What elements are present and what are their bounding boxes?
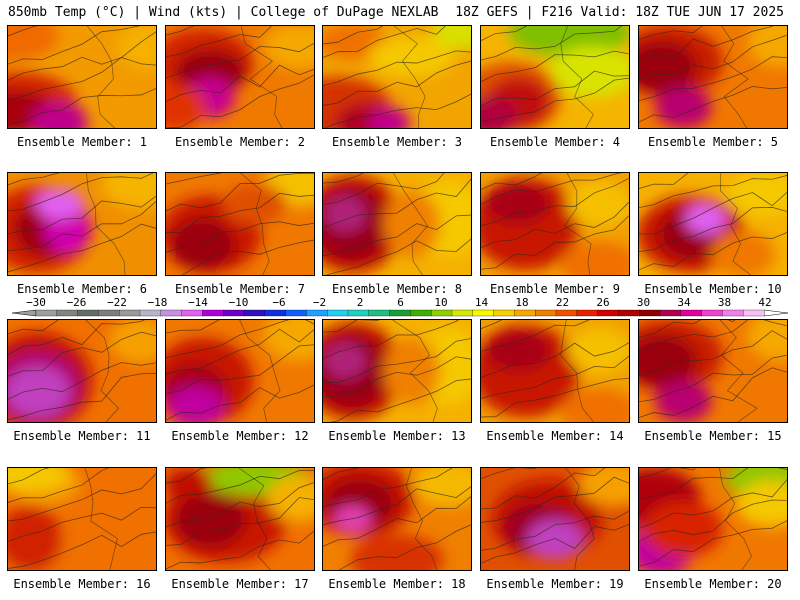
ensemble-member-label: Ensemble Member: 12 [171, 429, 309, 443]
colorbar-swatch [368, 309, 391, 317]
colorbar-tick-label: −14 [188, 296, 208, 309]
colorbar-swatch [139, 309, 162, 317]
colorbar-swatch [743, 309, 765, 317]
ensemble-member-label: Ensemble Member: 10 [644, 282, 782, 296]
colorbar-swatch [243, 309, 266, 317]
colorbar-swatch [618, 309, 640, 317]
colorbar-tick-label: 6 [397, 296, 404, 309]
colorbar-swatch [160, 309, 183, 317]
ensemble-member-map [7, 25, 157, 129]
colorbar-swatch [98, 309, 120, 317]
ensemble-member-label: Ensemble Member: 2 [174, 135, 306, 149]
colorbar-swatch [285, 309, 307, 317]
temperature-colorbar: −30 −26 −22 −18 −14 −10 −6 −2 2 6 10 14 18 22 26 30 34 38… [11, 296, 789, 317]
ensemble-member-map [165, 467, 315, 571]
colorbar-tick-label: 34 [677, 296, 691, 309]
ensemble-member-label: Ensemble Member: 3 [331, 135, 463, 149]
colorbar-swatch [347, 309, 370, 317]
colorbar-swatch [327, 309, 349, 317]
ensemble-member-label: Ensemble Member: 19 [486, 577, 624, 591]
colorbar-tick-label: −30 [26, 296, 46, 309]
ensemble-member-label: Ensemble Member: 4 [489, 135, 621, 149]
colorbar-tick-label: −26 [67, 296, 87, 309]
colorbar-swatch [680, 309, 703, 317]
colorbar-swatch [431, 309, 453, 317]
colorbar-tick-label: −22 [107, 296, 127, 309]
colorbar-tick-label: 14 [475, 296, 489, 309]
colorbar-tick-label: −6 [272, 296, 285, 309]
ensemble-member-label: Ensemble Member: 1 [16, 135, 148, 149]
colorbar-swatch [555, 309, 578, 317]
ensemble-member-label: Ensemble Member: 8 [331, 282, 463, 296]
ensemble-member-map [480, 172, 630, 276]
ensemble-member-map [638, 172, 788, 276]
ensemble-member-label: Ensemble Member: 16 [13, 577, 151, 591]
colorbar-tick-label: 30 [637, 296, 650, 309]
ensemble-member-map [322, 25, 472, 129]
ensemble-member-map [480, 25, 630, 129]
colorbar-swatch [451, 309, 474, 317]
ensemble-member-map [7, 467, 157, 571]
colorbar-swatch [493, 309, 515, 317]
ensemble-member-map [165, 25, 315, 129]
ensemble-member-map [638, 467, 788, 571]
colorbar-swatch [306, 309, 328, 317]
colorbar-swatch [181, 309, 203, 317]
run-valid-time: 18Z GEFS | F216 Valid: 18Z TUE JUN 17 20… [455, 5, 784, 20]
colorbar-tick-label: 26 [596, 296, 609, 309]
ensemble-member-map [322, 172, 472, 276]
colorbar-swatch [119, 309, 141, 317]
ensemble-member-map [7, 172, 157, 276]
colorbar-swatch [576, 309, 599, 317]
ensemble-member-map [480, 319, 630, 423]
ensemble-member-map [480, 467, 630, 571]
ensemble-member-label: Ensemble Member: 11 [13, 429, 151, 443]
ensemble-member-map [322, 467, 472, 571]
colorbar-swatch [223, 309, 245, 317]
colorbar-swatch [77, 309, 99, 317]
colorbar-swatch [722, 309, 744, 317]
chart-title: 850mb Temp (°C) | Wind (kts) | College o… [8, 5, 439, 20]
colorbar-swatch [701, 309, 723, 317]
ensemble-member-label: Ensemble Member: 17 [171, 577, 309, 591]
colorbar-tick-label: 10 [434, 296, 447, 309]
colorbar-right-arrow [763, 309, 789, 317]
colorbar-tick-label: 38 [718, 296, 731, 309]
colorbar-tick-label: 2 [357, 296, 364, 309]
ensemble-member-label: Ensemble Member: 5 [647, 135, 779, 149]
ensemble-member-map [638, 319, 788, 423]
ensemble-member-map [165, 319, 315, 423]
colorbar-swatch [56, 309, 79, 317]
ensemble-member-map [7, 319, 157, 423]
colorbar-tick-label: −18 [148, 296, 168, 309]
colorbar-swatch [597, 309, 619, 317]
colorbar-tick-label: 18 [515, 296, 528, 309]
ensemble-member-label: Ensemble Member: 9 [489, 282, 621, 296]
ensemble-member-label: Ensemble Member: 18 [328, 577, 466, 591]
colorbar-swatch [659, 309, 682, 317]
colorbar-tick-label: −2 [313, 296, 326, 309]
ensemble-member-map [165, 172, 315, 276]
ensemble-member-map [322, 319, 472, 423]
colorbar-swatch [389, 309, 411, 317]
colorbar-swatch [514, 309, 536, 317]
colorbar-swatch [202, 309, 224, 317]
colorbar-tick-label: 42 [758, 296, 771, 309]
colorbar-swatch [535, 309, 557, 317]
colorbar-swatch [264, 309, 287, 317]
ensemble-member-label: Ensemble Member: 15 [644, 429, 782, 443]
ensemble-member-label: Ensemble Member: 20 [644, 577, 782, 591]
colorbar-swatch [472, 309, 495, 317]
colorbar-left-arrow [11, 309, 37, 317]
ensemble-member-map [638, 25, 788, 129]
ensemble-member-label: Ensemble Member: 7 [174, 282, 306, 296]
ensemble-member-label: Ensemble Member: 13 [328, 429, 466, 443]
ensemble-member-label: Ensemble Member: 14 [486, 429, 624, 443]
colorbar-swatch [410, 309, 432, 317]
colorbar-tick-label: 22 [556, 296, 569, 309]
colorbar-tick-label: −10 [229, 296, 249, 309]
ensemble-member-label: Ensemble Member: 6 [16, 282, 148, 296]
colorbar-swatch [639, 309, 661, 317]
colorbar-swatch [35, 309, 58, 317]
